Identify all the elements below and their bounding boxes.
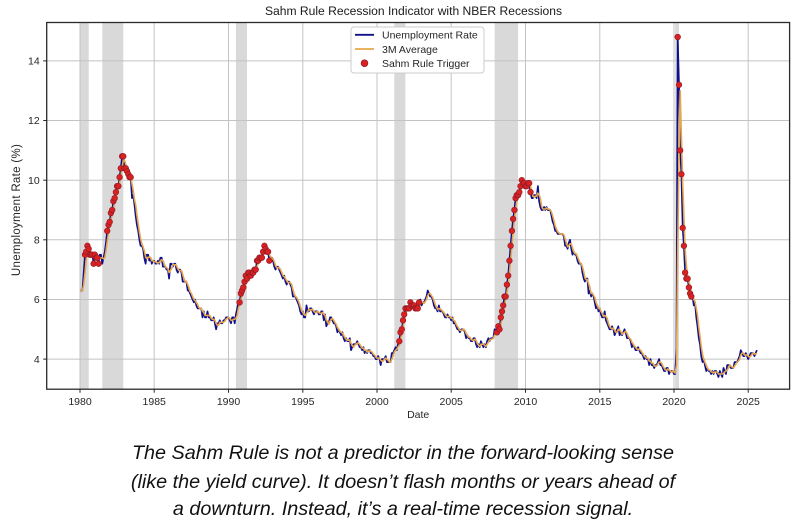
svg-text:Date: Date	[407, 409, 429, 421]
svg-text:12: 12	[28, 115, 40, 127]
svg-text:4: 4	[34, 354, 40, 366]
svg-text:2000: 2000	[365, 396, 389, 408]
svg-text:Sahm Rule Recession Indicator: Sahm Rule Recession Indicator with NBER …	[265, 4, 562, 18]
svg-text:2005: 2005	[440, 396, 464, 408]
svg-text:14: 14	[28, 56, 40, 68]
svg-text:8: 8	[34, 235, 40, 247]
svg-text:2020: 2020	[662, 396, 686, 408]
svg-text:6: 6	[34, 294, 40, 306]
svg-text:Unemployment Rate: Unemployment Rate	[382, 30, 478, 42]
svg-text:10: 10	[28, 175, 40, 187]
svg-text:3M Average: 3M Average	[382, 44, 438, 56]
svg-text:1985: 1985	[143, 396, 167, 408]
svg-text:Sahm Rule Trigger: Sahm Rule Trigger	[382, 58, 470, 70]
svg-text:2010: 2010	[514, 396, 538, 408]
svg-text:2015: 2015	[588, 396, 612, 408]
svg-text:1990: 1990	[217, 396, 241, 408]
svg-text:1980: 1980	[68, 396, 92, 408]
svg-text:2025: 2025	[737, 396, 761, 408]
svg-text:Unemployment Rate (%): Unemployment Rate (%)	[11, 144, 23, 276]
svg-text:1995: 1995	[291, 396, 315, 408]
